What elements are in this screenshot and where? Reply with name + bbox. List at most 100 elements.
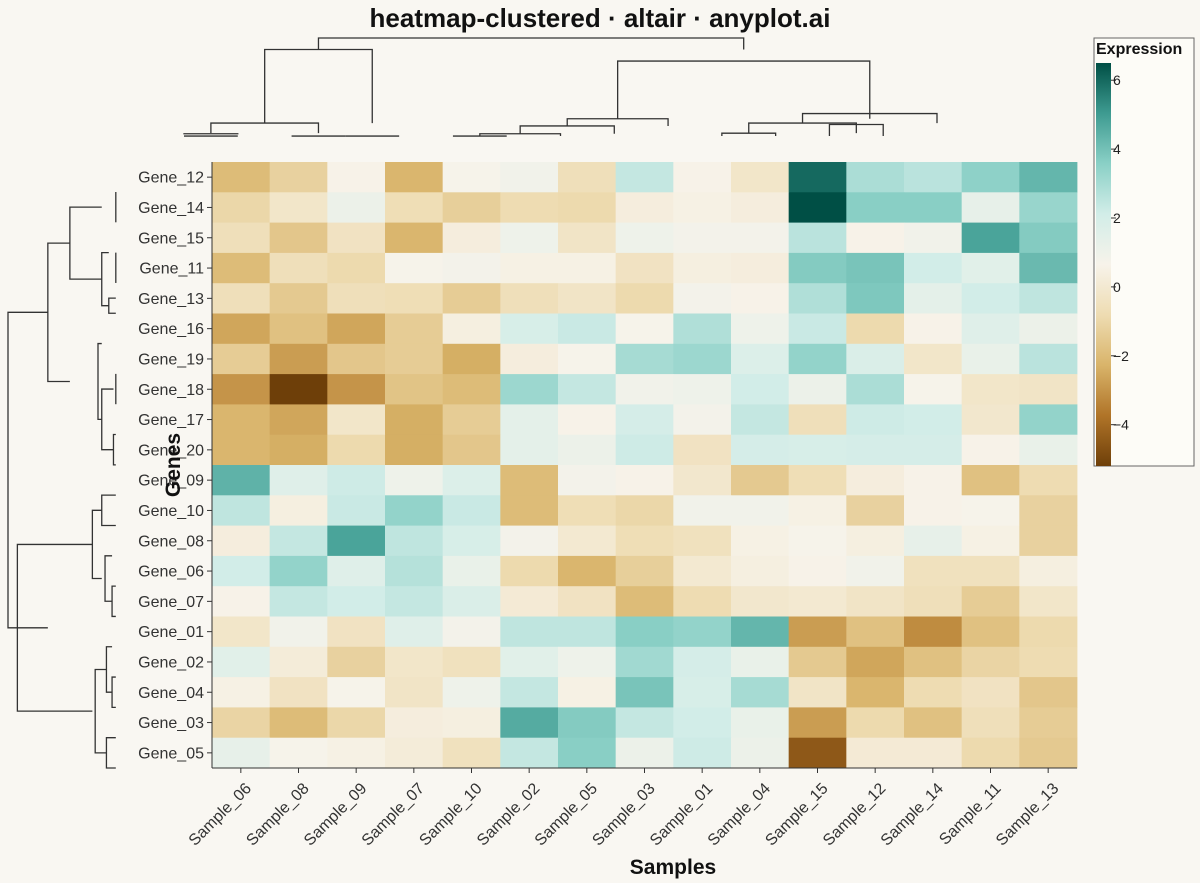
heatmap-cell <box>673 495 732 526</box>
heatmap-cell <box>731 555 790 587</box>
heatmap-cell <box>615 222 674 254</box>
heatmap-cell <box>904 586 963 617</box>
heatmap-cell <box>846 555 905 587</box>
heatmap-cell <box>846 586 905 617</box>
heatmap-cell <box>846 465 905 496</box>
column-dendrogram-link <box>183 133 239 135</box>
heatmap-cell <box>788 707 847 739</box>
heatmap-cell <box>1019 252 1078 284</box>
x-axis: Sample_06Sample_08Sample_09Sample_07Samp… <box>186 768 1062 849</box>
color-legend: Expression 6 4 2 0 −2 −4 <box>1093 37 1195 467</box>
heatmap-cell <box>269 434 328 466</box>
heatmap-cell <box>442 374 501 405</box>
heatmap-cell <box>788 737 847 769</box>
heatmap-cell <box>558 374 617 405</box>
heatmap-cell <box>500 162 559 193</box>
column-dendrogram-link <box>264 48 373 124</box>
heatmap-cell <box>558 343 617 375</box>
heatmap-cell <box>1019 343 1078 375</box>
y-axis-title: Genes <box>162 433 185 497</box>
heatmap-cell <box>212 343 271 375</box>
heatmap-cell <box>327 374 386 405</box>
heatmap-cell <box>212 252 271 284</box>
heatmap-cell <box>788 222 847 254</box>
heatmap-cell <box>731 495 790 526</box>
heatmap-cell <box>904 737 963 769</box>
column-dendrogram-link <box>566 118 669 126</box>
row-dendrogram-link <box>101 251 109 307</box>
heatmap-cell <box>961 374 1020 405</box>
heatmap-cell <box>673 252 732 284</box>
heatmap-cell <box>673 404 732 436</box>
heatmap-cell <box>212 495 271 526</box>
heatmap-cell <box>269 737 328 769</box>
heatmap-cell <box>673 465 732 496</box>
heatmap-cell <box>327 586 386 617</box>
y-tick-label: Gene_10 <box>138 503 204 520</box>
heatmap-cell <box>673 343 732 375</box>
heatmap-cell <box>500 586 559 617</box>
heatmap-cell <box>1019 374 1078 405</box>
heatmap-cell <box>961 404 1020 436</box>
heatmap-cell <box>961 495 1020 526</box>
heatmap-cell <box>442 465 501 496</box>
heatmap-cell <box>731 707 790 739</box>
heatmap-cell <box>615 555 674 587</box>
heatmap-cell <box>500 465 559 496</box>
heatmap-cell <box>269 616 328 648</box>
column-dendrogram-link <box>519 125 615 134</box>
heatmap-cell <box>500 404 559 436</box>
heatmap-cell <box>731 434 790 466</box>
heatmap-cell <box>385 222 444 254</box>
heatmap-cell <box>846 495 905 526</box>
heatmap-cell <box>212 525 271 557</box>
heatmap-cell <box>673 616 732 648</box>
row-dendrogram <box>7 192 117 769</box>
heatmap-cell <box>385 495 444 526</box>
heatmap-cell <box>442 586 501 617</box>
heatmap-cell <box>904 525 963 557</box>
heatmap-cell <box>615 525 674 557</box>
heatmap-cell <box>327 434 386 466</box>
heatmap-cell <box>212 404 271 436</box>
heatmap-cell <box>212 646 271 678</box>
legend-title: Expression <box>1096 41 1182 58</box>
heatmap-cell <box>442 222 501 254</box>
heatmap-cell <box>1019 192 1078 223</box>
heatmap-cell <box>904 646 963 678</box>
heatmap-cell <box>212 707 271 739</box>
heatmap-cell <box>1019 677 1078 708</box>
heatmap-cell <box>558 465 617 496</box>
heatmap-cell <box>731 616 790 648</box>
heatmap-cell <box>500 677 559 708</box>
heatmap-cell <box>1019 283 1078 314</box>
heatmap-cell <box>385 343 444 375</box>
heatmap-cell <box>558 737 617 769</box>
heatmap-cell <box>788 343 847 375</box>
heatmap-cell <box>673 586 732 617</box>
y-axis: Gene_12 Gene_14 Gene_15 Gene_11 Gene_13 Gene_… <box>138 170 212 762</box>
heatmap-cell <box>1019 707 1078 739</box>
heatmap-cell <box>442 343 501 375</box>
heatmap-cell <box>846 283 905 314</box>
heatmap-cell <box>673 525 732 557</box>
heatmap-cell <box>1019 465 1078 496</box>
row-dendrogram-link <box>97 342 102 421</box>
heatmap-cell <box>269 646 328 678</box>
heatmap-cell <box>212 737 271 769</box>
heatmap-cell <box>500 555 559 587</box>
heatmap-cell <box>961 465 1020 496</box>
heatmap-cell <box>500 343 559 375</box>
y-tick-label: Gene_02 <box>138 654 204 671</box>
heatmap-cell <box>269 162 328 193</box>
heatmap-cell <box>327 222 386 254</box>
column-dendrogram-link <box>616 60 871 119</box>
heatmap-cell <box>961 616 1020 648</box>
heatmap-cell <box>327 283 386 314</box>
heatmap-cell <box>269 313 328 345</box>
heatmap-cell <box>385 283 444 314</box>
y-tick-label: Gene_19 <box>138 351 204 368</box>
row-dendrogram-link <box>47 242 70 383</box>
heatmap-cell <box>846 525 905 557</box>
y-tick-label: Gene_17 <box>138 412 204 429</box>
